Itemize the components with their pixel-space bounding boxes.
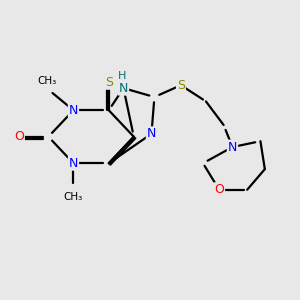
Text: N: N — [147, 127, 156, 140]
Text: N: N — [119, 82, 128, 95]
Text: CH₃: CH₃ — [64, 191, 83, 202]
Text: N: N — [228, 141, 237, 154]
Text: N: N — [69, 157, 78, 170]
Text: S: S — [177, 79, 185, 92]
Text: S: S — [105, 76, 113, 89]
Text: O: O — [14, 130, 24, 143]
Text: H: H — [118, 71, 126, 81]
Text: O: O — [214, 183, 224, 196]
Text: CH₃: CH₃ — [37, 76, 57, 86]
Text: N: N — [69, 104, 78, 117]
